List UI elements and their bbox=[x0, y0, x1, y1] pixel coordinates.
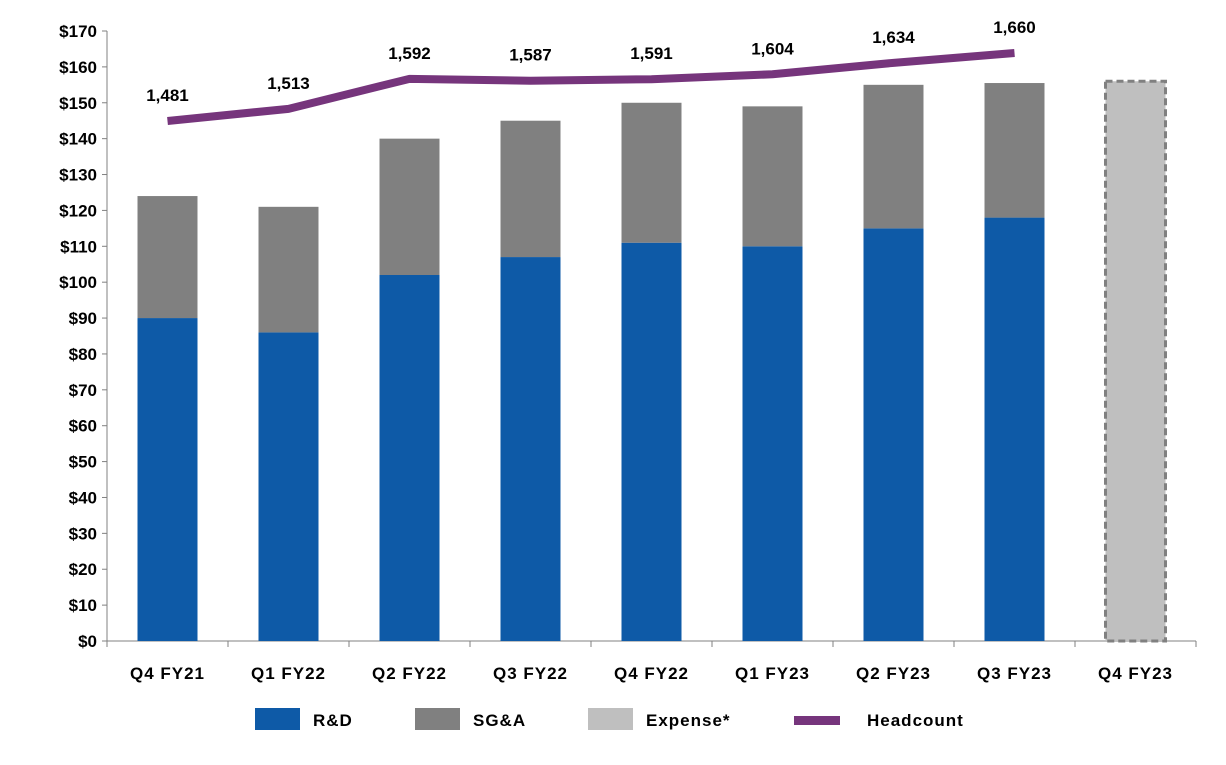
x-tick-label: Q4 FY21 bbox=[130, 664, 205, 683]
headcount-data-label: 1,513 bbox=[267, 74, 310, 93]
legend-label: Headcount bbox=[867, 711, 964, 730]
legend-label: Expense* bbox=[646, 711, 731, 730]
y-tick-label: $90 bbox=[69, 309, 97, 328]
y-tick-label: $30 bbox=[69, 524, 97, 543]
y-tick-label: $140 bbox=[59, 130, 97, 149]
bar-rd bbox=[864, 228, 924, 641]
x-tick-label: Q2 FY23 bbox=[856, 664, 931, 683]
bar-sga bbox=[743, 106, 803, 246]
headcount-data-label: 1,481 bbox=[146, 86, 189, 105]
x-tick-label: Q3 FY23 bbox=[977, 664, 1052, 683]
legend-swatch bbox=[588, 708, 633, 730]
bar-sga bbox=[380, 139, 440, 275]
headcount-data-label: 1,587 bbox=[509, 46, 552, 65]
headcount-data-label: 1,591 bbox=[630, 44, 673, 63]
bar-rd bbox=[380, 275, 440, 641]
y-tick-label: $110 bbox=[60, 237, 97, 256]
bar-rd bbox=[259, 332, 319, 641]
legend-label: SG&A bbox=[473, 711, 526, 730]
bar-sga bbox=[985, 83, 1045, 218]
y-tick-label: $80 bbox=[69, 345, 97, 364]
y-tick-label: $50 bbox=[69, 453, 97, 472]
y-tick-label: $120 bbox=[59, 201, 97, 220]
bar-sga bbox=[259, 207, 319, 333]
y-tick-label: $60 bbox=[69, 417, 97, 436]
y-tick-label: $0 bbox=[78, 632, 97, 651]
bar-sga bbox=[138, 196, 198, 318]
x-tick-label: Q1 FY23 bbox=[735, 664, 810, 683]
y-tick-label: $150 bbox=[59, 94, 97, 113]
x-tick-label: Q1 FY22 bbox=[251, 664, 326, 683]
bar-rd bbox=[743, 246, 803, 641]
bar-rd bbox=[985, 218, 1045, 641]
x-tick-label: Q2 FY22 bbox=[372, 664, 447, 683]
y-tick-label: $100 bbox=[59, 273, 97, 292]
y-tick-label: $10 bbox=[69, 596, 97, 615]
headcount-data-label: 1,660 bbox=[993, 18, 1036, 37]
bar-sga bbox=[622, 103, 682, 243]
legend-swatch bbox=[255, 708, 300, 730]
y-tick-label: $40 bbox=[69, 488, 97, 507]
y-tick-label: $130 bbox=[59, 166, 97, 185]
bar-sga bbox=[501, 121, 561, 257]
legend-label: R&D bbox=[313, 711, 353, 730]
y-tick-label: $170 bbox=[59, 22, 97, 41]
headcount-data-label: 1,592 bbox=[388, 44, 431, 63]
bar-rd bbox=[138, 318, 198, 641]
bar-rd bbox=[622, 243, 682, 641]
bar-expense bbox=[1106, 81, 1166, 641]
bar-rd bbox=[501, 257, 561, 641]
y-tick-label: $160 bbox=[59, 58, 97, 77]
bar-sga bbox=[864, 85, 924, 229]
headcount-data-label: 1,604 bbox=[751, 39, 794, 58]
headcount-data-label: 1,634 bbox=[872, 28, 915, 47]
y-tick-label: $20 bbox=[69, 560, 97, 579]
x-tick-label: Q3 FY22 bbox=[493, 664, 568, 683]
y-tick-label: $70 bbox=[69, 381, 97, 400]
legend-swatch-headcount bbox=[794, 716, 840, 725]
x-tick-label: Q4 FY23 bbox=[1098, 664, 1173, 683]
x-tick-label: Q4 FY22 bbox=[614, 664, 689, 683]
legend-swatch bbox=[415, 708, 460, 730]
